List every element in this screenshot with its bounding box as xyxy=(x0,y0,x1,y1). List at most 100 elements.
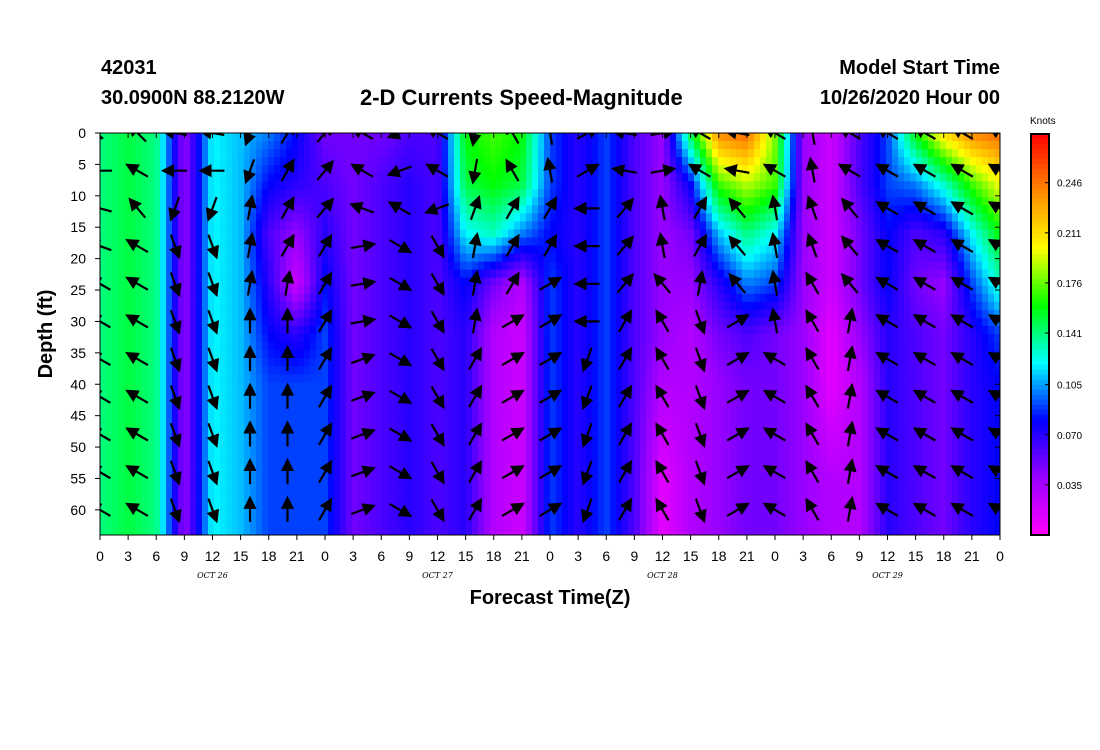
heatmap-cell xyxy=(778,293,785,303)
heatmap-cell xyxy=(886,213,893,223)
heatmap-cell xyxy=(220,189,227,198)
heatmap-cell xyxy=(772,141,779,150)
heatmap-cell xyxy=(664,261,671,271)
heatmap-cell xyxy=(652,141,659,150)
heatmap-cell xyxy=(298,334,305,343)
heatmap-cell xyxy=(184,253,191,263)
heatmap-cell xyxy=(832,149,839,158)
heatmap-cell xyxy=(724,285,731,295)
heatmap-cell xyxy=(904,181,911,190)
heatmap-cell xyxy=(568,237,575,247)
heatmap-cell xyxy=(868,213,875,223)
heatmap-cell xyxy=(298,221,305,231)
heatmap-cell xyxy=(628,293,635,303)
heatmap-cell xyxy=(448,374,455,383)
heatmap-cell xyxy=(802,197,809,206)
heatmap-cell xyxy=(526,197,533,206)
heatmap-cell xyxy=(640,366,647,375)
heatmap-cell xyxy=(244,293,251,303)
heatmap-cell xyxy=(478,189,485,198)
heatmap-cell xyxy=(130,382,137,391)
heatmap-cell xyxy=(388,221,395,231)
heatmap-cell xyxy=(634,374,641,383)
heatmap-cell xyxy=(280,374,287,383)
heatmap-cell xyxy=(334,245,341,255)
heatmap-cell xyxy=(796,342,803,351)
heatmap-cell xyxy=(862,229,869,239)
heatmap-cell xyxy=(592,173,599,182)
heatmap-cell xyxy=(628,149,635,158)
heatmap-cell xyxy=(844,189,851,198)
heatmap-cell xyxy=(502,205,509,214)
heatmap-cell xyxy=(556,285,563,295)
heatmap-cell xyxy=(334,253,341,263)
heatmap-cell xyxy=(226,133,233,142)
heatmap-cell xyxy=(946,334,953,343)
heatmap-cell xyxy=(856,245,863,255)
heatmap-cell xyxy=(304,350,311,359)
heatmap-cell xyxy=(202,277,209,287)
heatmap-cell xyxy=(352,189,359,198)
heatmap-cell xyxy=(634,277,641,287)
heatmap-cell xyxy=(262,350,269,359)
heatmap-cell xyxy=(220,374,227,383)
heatmap-cell xyxy=(850,229,857,239)
heatmap-cell xyxy=(874,309,881,319)
heatmap-cell xyxy=(784,157,791,166)
heatmap-cell xyxy=(586,374,593,383)
heatmap-cell xyxy=(514,181,521,190)
heatmap-cell xyxy=(646,237,653,247)
heatmap-cell xyxy=(508,221,515,231)
heatmap-cell xyxy=(568,165,575,174)
heatmap-cell xyxy=(646,293,653,303)
heatmap-cell xyxy=(334,173,341,182)
heatmap-cell xyxy=(682,157,689,166)
heatmap-cell xyxy=(118,133,125,142)
heatmap-cell xyxy=(760,277,767,287)
heatmap-cell xyxy=(598,317,605,327)
heatmap-cell xyxy=(118,221,125,231)
heatmap-cell xyxy=(352,382,359,391)
heatmap-cell xyxy=(886,366,893,375)
heatmap-cell xyxy=(538,390,545,399)
heatmap-cell xyxy=(658,181,665,190)
heatmap-cell xyxy=(418,358,425,367)
heatmap-cell xyxy=(502,285,509,295)
heatmap-cell xyxy=(592,157,599,166)
heatmap-cell xyxy=(436,237,443,247)
heatmap-cell xyxy=(364,309,371,319)
heatmap-cell xyxy=(340,325,347,335)
heatmap-cell xyxy=(394,334,401,343)
heatmap-cell xyxy=(784,301,791,311)
heatmap-cell xyxy=(100,253,107,263)
heatmap-cell xyxy=(928,237,935,247)
heatmap-cell xyxy=(760,334,767,343)
heatmap-cell xyxy=(592,253,599,263)
heatmap-cell xyxy=(526,165,533,174)
heatmap-cell xyxy=(694,366,701,375)
heatmap-cell xyxy=(292,398,299,407)
heatmap-cell xyxy=(826,285,833,295)
heatmap-cell xyxy=(862,173,869,182)
heatmap-cell xyxy=(208,229,215,239)
heatmap-cell xyxy=(664,189,671,198)
heatmap-cell xyxy=(574,141,581,150)
heatmap-cell xyxy=(898,189,905,198)
heatmap-cell xyxy=(148,181,155,190)
heatmap-cell xyxy=(964,261,971,271)
heatmap-cell xyxy=(484,221,491,231)
heatmap-cell xyxy=(136,261,143,271)
heatmap-cell xyxy=(658,285,665,295)
heatmap-cell xyxy=(874,293,881,303)
heatmap-cell xyxy=(904,205,911,214)
heatmap-cell xyxy=(112,398,119,407)
heatmap-cell xyxy=(820,382,827,391)
heatmap-cell xyxy=(454,342,461,351)
heatmap-cell xyxy=(550,157,557,166)
heatmap-cell xyxy=(262,229,269,239)
heatmap-cell xyxy=(790,285,797,295)
heatmap-cell xyxy=(112,390,119,399)
heatmap-cell xyxy=(148,342,155,351)
heatmap-cell xyxy=(694,157,701,166)
heatmap-cell xyxy=(526,293,533,303)
